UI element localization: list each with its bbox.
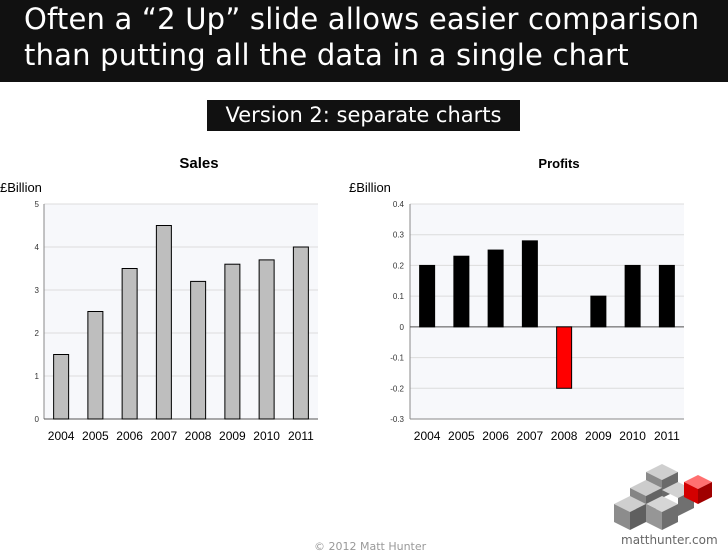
profits-y-tick-label: 0.1 xyxy=(393,292,405,301)
sales-bar-2010 xyxy=(258,259,275,420)
sales-bar-2009 xyxy=(224,263,241,420)
profits-bar-2009 xyxy=(590,295,607,328)
profits-y-axis-label: £Billion xyxy=(349,180,391,195)
matthunter-logo-icon xyxy=(614,464,712,530)
sales-y-tick-label: 1 xyxy=(35,372,40,381)
copyright-text: © 2012 Matt Hunter xyxy=(314,540,427,553)
profits-y-tick-label: -0.3 xyxy=(390,415,404,424)
title-bar: Often a “2 Up” slide allows easier compa… xyxy=(0,0,728,82)
profits-bar-2011 xyxy=(658,264,675,328)
sales-x-tick-label: 2005 xyxy=(82,429,109,440)
profits-bar-2010 xyxy=(624,264,641,328)
profits-bar-2004 xyxy=(419,264,436,328)
sales-y-tick-label: 0 xyxy=(35,415,40,424)
profits-y-tick-label: -0.2 xyxy=(390,384,404,393)
slide-title-line-1: Often a “2 Up” slide allows easier compa… xyxy=(24,2,700,36)
profits-y-tick-label: 0 xyxy=(400,323,405,332)
profits-y-tick-label: 0.2 xyxy=(393,261,405,270)
sales-x-tick-label: 2010 xyxy=(253,429,280,440)
sales-y-tick-label: 3 xyxy=(35,286,40,295)
slide-title-line-2: than putting all the data in a single ch… xyxy=(24,38,629,72)
sales-bar-2007 xyxy=(155,225,172,420)
sales-y-axis-label: £Billion xyxy=(0,180,42,195)
sales-y-tick-label: 4 xyxy=(35,243,40,252)
profits-bar-2006 xyxy=(487,249,504,328)
sales-x-tick-label: 2007 xyxy=(151,429,178,440)
sales-bar-2004 xyxy=(53,354,70,420)
sales-x-tick-label: 2006 xyxy=(116,429,143,440)
profits-x-tick-label: 2008 xyxy=(551,429,578,440)
profits-x-tick-label: 2010 xyxy=(619,429,646,440)
profits-x-tick-label: 2011 xyxy=(654,429,680,440)
profits-x-tick-label: 2006 xyxy=(482,429,509,440)
version-label: Version 2: separate charts xyxy=(207,100,520,131)
profits-y-tick-label: 0.3 xyxy=(393,231,405,240)
profits-bar-2005 xyxy=(453,255,470,328)
logo-text: matthunter.com xyxy=(621,533,718,547)
sales-bar-2011 xyxy=(292,246,309,420)
sales-bar-2006 xyxy=(121,268,138,420)
sales-bar-2008 xyxy=(190,280,207,420)
sales-y-tick-label: 2 xyxy=(35,329,40,338)
sales-chart-title: Sales xyxy=(179,155,218,172)
profits-x-tick-label: 2009 xyxy=(585,429,612,440)
sales-x-tick-label: 2004 xyxy=(48,429,75,440)
profits-plot-area xyxy=(410,204,684,419)
profits-bar-2008 xyxy=(556,326,573,389)
sales-y-tick-label: 5 xyxy=(35,200,40,209)
sales-bar-2005 xyxy=(87,311,104,420)
sales-x-tick-label: 2008 xyxy=(185,429,212,440)
profits-chart-title: Profits xyxy=(538,156,579,171)
profits-y-tick-label: 0.4 xyxy=(393,200,405,209)
profits-bar-2007 xyxy=(521,240,538,328)
profits-y-tick-label: -0.1 xyxy=(390,354,404,363)
profits-x-tick-label: 2004 xyxy=(414,429,441,440)
sales-x-tick-label: 2011 xyxy=(288,429,314,440)
sales-plot-area xyxy=(44,204,318,419)
profits-x-tick-label: 2007 xyxy=(517,429,544,440)
sales-x-tick-label: 2009 xyxy=(219,429,246,440)
profits-x-tick-label: 2005 xyxy=(448,429,475,440)
charts-area: 0 1 2 3 4 5 2004 2005 2006 2007 2008 2009 2010 2011 Sa… xyxy=(0,155,684,440)
